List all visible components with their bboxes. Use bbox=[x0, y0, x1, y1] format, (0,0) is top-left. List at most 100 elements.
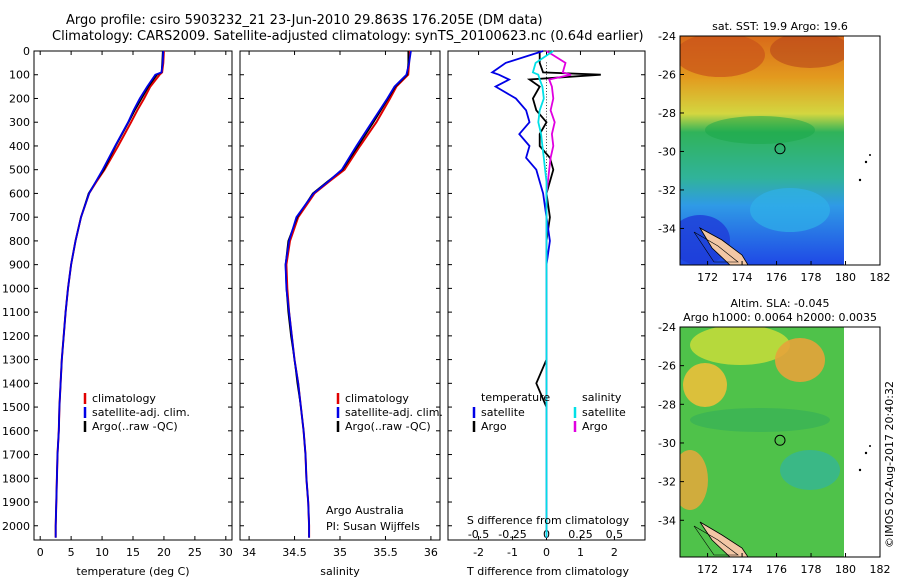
x-tick-label: 35 bbox=[333, 546, 347, 559]
map-x-tick-label: 174 bbox=[732, 563, 753, 576]
map-x-tick-label: 172 bbox=[697, 271, 718, 284]
zero-dot bbox=[546, 68, 547, 70]
x-tick-label: 5 bbox=[68, 546, 75, 559]
satellite-line bbox=[54, 50, 165, 538]
map-x-tick-label: 172 bbox=[697, 563, 718, 576]
argo-line bbox=[284, 51, 409, 538]
zero-dot bbox=[546, 107, 547, 109]
zero-dot bbox=[546, 116, 547, 118]
legend-label: Argo(..raw -QC) bbox=[345, 420, 431, 433]
y-tick-label: 600 bbox=[9, 187, 30, 200]
map-x-tick-label: 178 bbox=[801, 271, 822, 284]
map-y-tick-label: -30 bbox=[658, 145, 676, 158]
zero-dot bbox=[546, 62, 547, 64]
x-axis-label: T difference from climatology bbox=[466, 565, 629, 578]
map-y-tick-label: -32 bbox=[658, 184, 676, 197]
s-tick-label: -0.25 bbox=[498, 528, 526, 541]
zero-dot bbox=[546, 90, 547, 92]
zero-dot bbox=[546, 102, 547, 104]
zero-dot bbox=[546, 139, 547, 141]
zero-dot bbox=[546, 162, 547, 164]
y-tick-label: 900 bbox=[9, 259, 30, 272]
y-tick-label: 300 bbox=[9, 116, 30, 129]
zero-dot bbox=[546, 164, 547, 166]
x-tick-label: 36 bbox=[424, 546, 438, 559]
y-tick-label: 100 bbox=[9, 69, 30, 82]
y-tick-label: 200 bbox=[9, 92, 30, 105]
map-frame bbox=[679, 35, 881, 266]
legend-label: satellite bbox=[582, 406, 626, 419]
legend-title-temperature: temperature bbox=[481, 391, 550, 404]
x-tick-label: 0 bbox=[543, 546, 550, 559]
float-position-marker bbox=[774, 143, 786, 155]
argo-line bbox=[54, 50, 164, 538]
zero-dot bbox=[546, 147, 547, 149]
x-tick-label: 25 bbox=[188, 546, 202, 559]
map-y-tick-label: -26 bbox=[658, 360, 676, 373]
map-y-tick-label: -24 bbox=[658, 321, 676, 334]
zero-dot bbox=[546, 99, 547, 101]
zero-dot bbox=[546, 130, 547, 132]
t-satellite-line bbox=[490, 50, 551, 538]
map-x-tick-label: 182 bbox=[870, 271, 891, 284]
y-tick-label: 0 bbox=[23, 45, 30, 58]
map-x-tick-label: 182 bbox=[870, 563, 891, 576]
s-argo-line bbox=[545, 50, 572, 538]
plot-frame bbox=[239, 50, 441, 541]
y-tick-label: 1400 bbox=[2, 377, 30, 390]
sla-map-panel bbox=[680, 327, 880, 557]
zero-dot bbox=[546, 65, 547, 67]
y-tick-label: 1800 bbox=[2, 472, 30, 485]
map-y-tick-label: -28 bbox=[658, 107, 676, 120]
climatology-line bbox=[54, 50, 165, 538]
zero-dot bbox=[546, 133, 547, 135]
x-tick-label: 35.5 bbox=[373, 546, 398, 559]
y-tick-label: 1600 bbox=[2, 425, 30, 438]
map-x-tick-label: 176 bbox=[766, 271, 787, 284]
map-title: sat. SST: 19.9 Argo: 19.6 bbox=[712, 20, 848, 33]
zero-dot bbox=[546, 150, 547, 152]
map-y-tick-label: -30 bbox=[658, 437, 676, 450]
x-tick-label: 10 bbox=[95, 546, 109, 559]
map-y-tick-label: -32 bbox=[658, 476, 676, 489]
t-argo-line bbox=[526, 51, 601, 538]
zero-dot bbox=[546, 105, 547, 107]
zero-dot bbox=[546, 79, 547, 81]
x-tick-label: 34.5 bbox=[282, 546, 307, 559]
legend-label: satellite bbox=[481, 406, 525, 419]
zero-dot bbox=[546, 144, 547, 146]
legend-label: satellite-adj. clim. bbox=[345, 406, 443, 419]
zero-dot bbox=[546, 82, 547, 84]
map-x-tick-label: 180 bbox=[835, 563, 856, 576]
salinity-panel: 34 34.5 35 35.5 36 climatologysatellite-adj. … bbox=[239, 50, 443, 578]
s-tick-label: -0.5 bbox=[468, 528, 489, 541]
map-y-tick-label: -34 bbox=[658, 222, 676, 235]
map-y-tick-label: -34 bbox=[658, 514, 676, 527]
map-frame bbox=[679, 326, 881, 558]
zero-dot bbox=[546, 142, 547, 144]
x-tick-label: 15 bbox=[126, 546, 140, 559]
sst-map-panel bbox=[680, 36, 880, 265]
climatology-line bbox=[285, 51, 411, 538]
legend-label: Argo bbox=[582, 420, 608, 433]
zero-dot bbox=[546, 113, 547, 115]
x-axis-label-top: S difference from climatology bbox=[467, 514, 630, 527]
header-line-2: Climatology: CARS2009. Satellite-adjuste… bbox=[52, 29, 644, 44]
legend-label: Argo(..raw -QC) bbox=[92, 420, 178, 433]
y-tick-label: 1200 bbox=[2, 330, 30, 343]
map-x-tick-label: 174 bbox=[732, 271, 753, 284]
map-x-tick-label: 180 bbox=[835, 271, 856, 284]
y-tick-label: 700 bbox=[9, 211, 30, 224]
map-y-tick-label: -24 bbox=[658, 30, 676, 43]
y-tick-label: 1000 bbox=[2, 282, 30, 295]
y-tick-label: 1700 bbox=[2, 449, 30, 462]
y-tick-label: 400 bbox=[9, 140, 30, 153]
s-satellite-line bbox=[531, 50, 554, 538]
map-title: Argo h1000: 0.0064 h2000: 0.0035 bbox=[683, 311, 877, 324]
map-x-tick-label: 178 bbox=[801, 563, 822, 576]
map-x-tick-label: 176 bbox=[766, 563, 787, 576]
s-tick-label: 0.5 bbox=[606, 528, 624, 541]
map-y-tick-label: -28 bbox=[658, 398, 676, 411]
